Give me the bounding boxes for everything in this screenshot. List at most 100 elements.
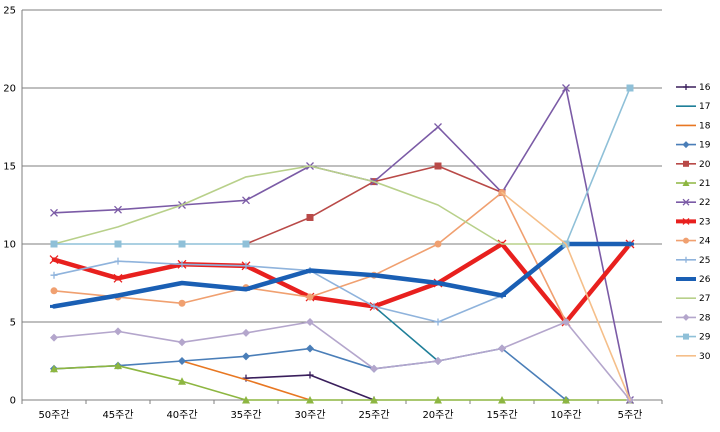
data-point-29 (242, 240, 250, 248)
data-point-24 (178, 299, 186, 307)
series-27 (53, 165, 567, 245)
data-point-20 (306, 213, 314, 221)
y-axis-tick-labels: 0 5 10 15 20 25 (3, 6, 16, 407)
legend-label: 20 (699, 160, 711, 170)
legend-marker (682, 198, 690, 206)
data-point-21 (178, 377, 186, 385)
legend-label: 18 (699, 121, 711, 131)
y-tick-label: 25 (3, 6, 16, 17)
legend-marker (682, 217, 690, 225)
data-point-21 (50, 364, 58, 373)
series-line-17 (373, 305, 439, 362)
y-tick-label: 0 (10, 396, 16, 407)
series-line-28 (53, 321, 631, 401)
data-point-28 (370, 364, 378, 373)
legend-label: 27 (699, 294, 710, 304)
data-point-29 (114, 240, 122, 248)
data-point-19 (306, 344, 314, 353)
legend-label: 24 (699, 237, 711, 247)
data-point-28 (434, 357, 442, 365)
x-tick-label: 40주간 (166, 409, 197, 421)
legend-marker (683, 160, 689, 167)
x-tick-label: 25주간 (358, 409, 389, 421)
legend-item-25: 25 (676, 256, 710, 266)
y-tick-label: 15 (3, 162, 16, 173)
legend-label: 26 (699, 275, 711, 285)
data-point-29 (178, 240, 186, 248)
data-point-25 (434, 318, 442, 326)
legend-marker (682, 179, 690, 186)
data-point-25 (370, 302, 378, 310)
legend-item-20: 20 (676, 160, 711, 170)
data-point-22 (114, 205, 122, 214)
legend-marker (683, 237, 689, 244)
series-17 (373, 305, 439, 362)
legend-item-26: 26 (676, 275, 711, 285)
data-point-28 (306, 318, 314, 326)
x-tick-label: 20주간 (422, 409, 453, 421)
legend-label: 23 (699, 217, 710, 227)
series-line-25 (53, 243, 631, 323)
data-point-22 (242, 196, 250, 205)
legend-item-30: 30 (676, 352, 711, 362)
series-line-20 (245, 165, 503, 245)
data-point-21 (498, 396, 506, 404)
series-30 (501, 191, 631, 401)
series-line-18 (181, 360, 311, 401)
legend-item-16: 16 (676, 83, 711, 93)
legend-item-23: 23 (676, 217, 710, 227)
data-point-24 (306, 293, 314, 301)
series-line-24 (53, 191, 567, 323)
data-point-19 (178, 357, 186, 365)
data-point-21 (114, 361, 122, 370)
data-point-19 (242, 352, 250, 361)
legend-item-27: 27 (676, 294, 710, 304)
x-tick-label: 5주간 (618, 409, 643, 421)
data-point-22 (434, 123, 442, 131)
legend-item-17: 17 (676, 102, 710, 112)
legend-label: 19 (699, 141, 711, 151)
series-18 (181, 360, 311, 401)
x-tick-label: 35주간 (230, 409, 261, 421)
data-point-28 (242, 328, 250, 337)
gridlines (22, 9, 662, 323)
data-point-25 (242, 262, 250, 270)
data-point-23 (113, 273, 123, 283)
legend-item-19: 19 (676, 141, 711, 151)
legend-marker (682, 141, 690, 149)
legend-label: 25 (699, 256, 710, 266)
series-line-23 (51, 241, 633, 325)
data-point-25 (178, 260, 186, 268)
legend-marker (683, 333, 689, 340)
data-point-21 (434, 396, 442, 404)
data-point-22 (50, 208, 58, 217)
series-21 (50, 361, 634, 404)
data-point-21 (562, 396, 570, 404)
data-point-24 (50, 287, 58, 295)
y-tick-label: 10 (3, 240, 16, 251)
data-point-29 (626, 84, 634, 92)
legend-item-18: 18 (676, 121, 711, 131)
data-point-28 (50, 333, 58, 342)
y-tick-label: 20 (3, 84, 16, 95)
x-tick-label: 15주간 (486, 409, 517, 421)
legend-item-29: 29 (676, 333, 711, 343)
series-line-21 (53, 364, 631, 401)
series-26 (50, 241, 634, 309)
x-axis-tick-labels: 50주간 45주간 40주간 35주간 30주간 25주간 20주간 15주간 10주간 5주간 (38, 409, 642, 421)
legend-item-28: 28 (676, 313, 711, 323)
data-point-28 (178, 338, 186, 347)
data-point-22 (562, 84, 570, 92)
legend-label: 30 (699, 352, 711, 362)
series-line-26 (51, 241, 633, 309)
y-tick-label: 5 (10, 318, 16, 329)
x-tick-label: 10주간 (550, 409, 581, 421)
data-point-25 (50, 271, 58, 279)
data-point-28 (562, 318, 570, 326)
data-point-29 (50, 240, 58, 248)
series-line-30 (501, 191, 631, 401)
legend-item-24: 24 (676, 237, 711, 247)
x-tick-label: 45주간 (102, 409, 133, 421)
